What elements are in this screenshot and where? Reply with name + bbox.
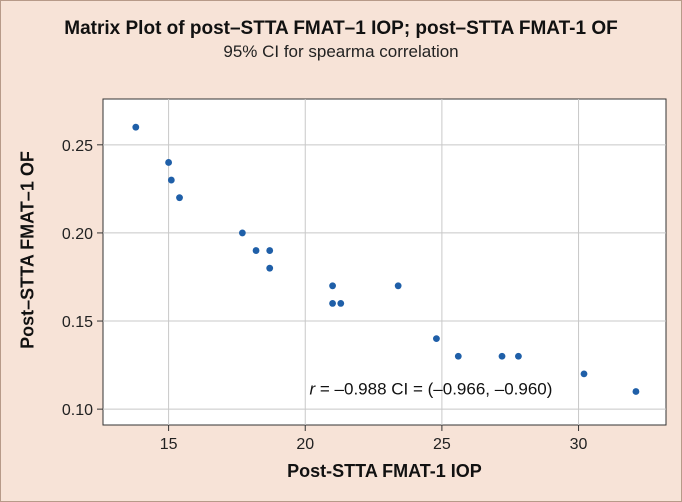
axis-ticks: 15 20 25 30 0.10 0.15 0.20 0.25	[62, 138, 588, 453]
data-points	[132, 123, 640, 395]
plot-area	[102, 98, 667, 426]
data-point	[337, 300, 345, 307]
x-axis-label: Post-STTA FMAT-1 IOP	[287, 461, 482, 481]
x-tick-label: 30	[570, 436, 588, 453]
data-point	[394, 282, 402, 290]
grid	[103, 99, 666, 425]
y-tick-label: 0.15	[62, 314, 93, 331]
x-tick-label: 20	[296, 436, 314, 453]
chart-title: Matrix Plot of post–STTA FMAT–1 IOP; pos…	[64, 18, 618, 39]
y-tick-label: 0.10	[62, 402, 93, 419]
data-point	[498, 352, 506, 360]
correlation-r-symbol: r	[310, 380, 317, 399]
chart-subtitle: 95% CI for spearma correlation	[223, 42, 459, 61]
x-tick-label: 15	[160, 436, 178, 453]
data-point	[176, 194, 183, 202]
data-point	[329, 300, 336, 307]
data-point	[266, 247, 274, 254]
data-point	[580, 370, 588, 378]
y-tick-label: 0.25	[62, 138, 93, 155]
data-point	[266, 264, 274, 272]
data-point	[433, 335, 440, 343]
data-point	[132, 123, 140, 131]
data-point	[165, 159, 172, 166]
data-point	[329, 282, 336, 290]
data-point	[238, 229, 246, 237]
correlation-text: = –0.988 CI = (–0.966, –0.960)	[315, 380, 552, 399]
data-point	[632, 388, 640, 395]
x-tick-label: 25	[433, 436, 451, 453]
y-axis-label: Post–STTA FMAT–1 OF	[17, 151, 38, 349]
y-tick-label: 0.20	[62, 226, 93, 243]
data-point	[252, 247, 260, 254]
data-point	[167, 176, 175, 184]
data-point	[515, 352, 522, 360]
data-point	[454, 352, 462, 360]
correlation-annotation: r = –0.988 CI = (–0.966, –0.960)	[310, 380, 553, 399]
